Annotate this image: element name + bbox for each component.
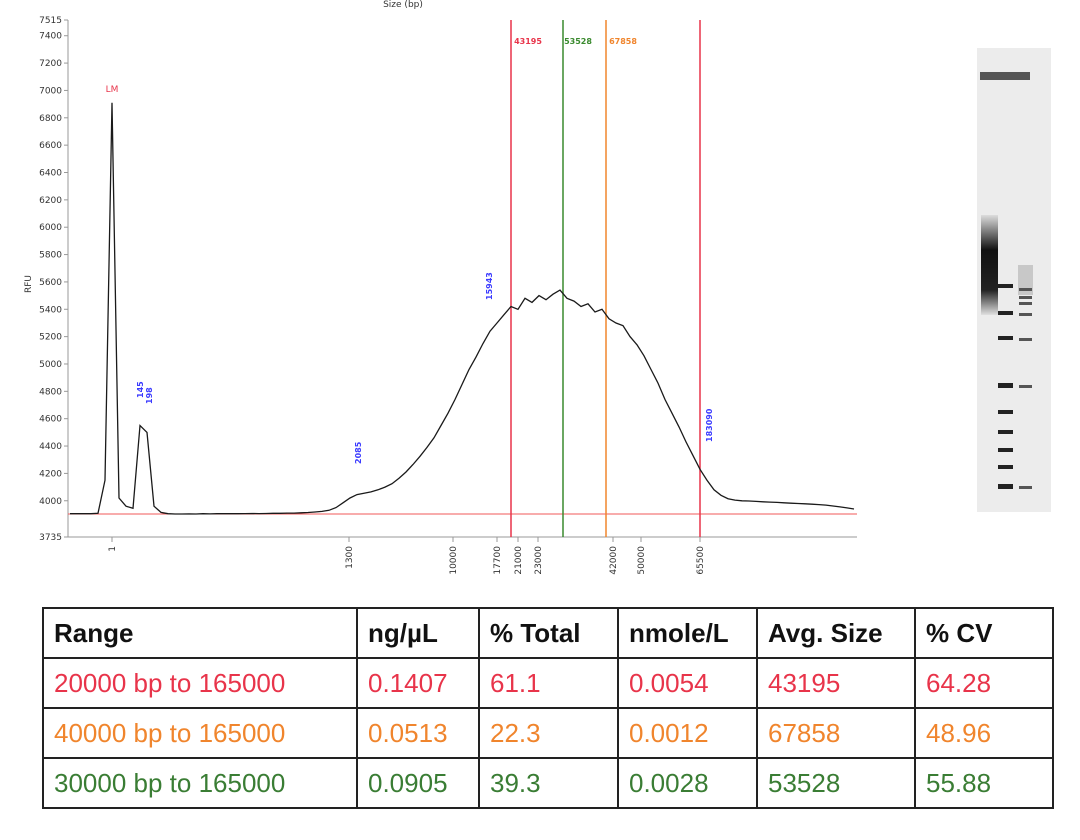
y-tick-label: 5800 <box>39 251 62 261</box>
table-cell: 0.0054 <box>617 657 758 709</box>
y-tick-label: 5000 <box>39 360 62 370</box>
x-tick-label: 50000 <box>637 546 647 575</box>
y-tick-label: 7200 <box>39 59 62 69</box>
table-cell: 43195 <box>756 657 916 709</box>
table-cell: 67858 <box>756 707 916 759</box>
y-tick-label: 3735 <box>39 533 62 543</box>
table-cell: 0.0028 <box>617 757 758 809</box>
table-cell: 30000 bp to 165000 <box>42 757 358 809</box>
table-cell: 64.28 <box>914 657 1054 709</box>
x-tick-label: 1 <box>108 546 118 552</box>
x-tick-label: 10000 <box>449 546 459 575</box>
header-cell: Range <box>42 607 358 659</box>
marker-label: 67858 <box>609 37 637 46</box>
y-tick-label: 5600 <box>39 278 62 288</box>
trace <box>70 102 855 515</box>
table-row: 40000 bp to 165000 0.0513 22.3 0.0012 67858 4… <box>42 707 1054 759</box>
header-cell: nmole/L <box>617 607 758 659</box>
header-cell: Avg. Size <box>756 607 916 659</box>
table-cell: 20000 bp to 165000 <box>42 657 358 709</box>
peak-label: LM <box>106 85 119 95</box>
peak-label: 15943 <box>485 272 494 300</box>
table-cell: 0.0513 <box>356 707 480 759</box>
gel-image <box>977 48 1051 512</box>
y-tick-label: 4600 <box>39 415 62 425</box>
x-tick-label: 42000 <box>609 546 619 575</box>
table-cell: 55.88 <box>914 757 1054 809</box>
data-table: Range ng/µL% Total nmole/L Avg. Size% CV 200… <box>42 607 1054 809</box>
marker-label: 53528 <box>564 37 592 46</box>
table-row: Range ng/µL% Total nmole/L Avg. Size% CV <box>42 607 1054 659</box>
y-tick-label: 6800 <box>39 114 62 124</box>
x-axis-label: Size (bp) <box>383 0 423 10</box>
peak-label: 2085 <box>354 441 363 464</box>
table-cell: 0.0905 <box>356 757 480 809</box>
table-cell: 0.0012 <box>617 707 758 759</box>
table-cell: 40000 bp to 165000 <box>42 707 358 759</box>
table-cell: 48.96 <box>914 707 1054 759</box>
y-tick-label: 6600 <box>39 141 62 151</box>
y-tick-label: 5400 <box>39 305 62 315</box>
y-tick-label: 4400 <box>39 442 62 452</box>
y-axis-label: RFU <box>24 275 34 293</box>
header-cell: % Total <box>478 607 619 659</box>
x-tick-label: 21000 <box>514 546 524 575</box>
peak-label: 145 <box>136 381 145 398</box>
y-tick-label: 4000 <box>39 497 62 507</box>
peak-label: 183090 <box>705 408 714 442</box>
y-tick-label: 6400 <box>39 169 62 179</box>
marker-label: 43195 <box>514 37 542 46</box>
y-tick-label: 5200 <box>39 333 62 343</box>
y-tick-label: 7000 <box>39 86 62 96</box>
x-tick-label: 23000 <box>534 546 544 575</box>
table-cell: 53528 <box>756 757 916 809</box>
table-row: 30000 bp to 165000 0.0905 39.3 0.0028 53528 5… <box>42 757 1054 809</box>
table-cell: 0.1407 <box>356 657 480 709</box>
table-cell: 39.3 <box>478 757 619 809</box>
x-tick-label: 1300 <box>345 546 355 569</box>
peak-label: 198 <box>145 387 154 404</box>
y-tick-label: 6200 <box>39 196 62 206</box>
header-cell: % CV <box>914 607 1054 659</box>
y-tick-label: 7515 <box>39 16 62 26</box>
header-cell: ng/µL <box>356 607 480 659</box>
table-cell: 61.1 <box>478 657 619 709</box>
x-tick-label: 17700 <box>493 546 503 575</box>
table-row: 20000 bp to 165000 0.1407 61.1 0.0054 43195 6… <box>42 657 1054 709</box>
y-tick-label: 7400 <box>39 32 62 42</box>
table-container: Range ng/µL% Total nmole/L Avg. Size% CV 200… <box>42 607 1054 809</box>
x-tick-label: 65500 <box>696 546 706 575</box>
y-tick-label: 4800 <box>39 387 62 397</box>
y-tick-label: 6000 <box>39 223 62 233</box>
table-cell: 22.3 <box>478 707 619 759</box>
y-tick-label: 4200 <box>39 469 62 479</box>
